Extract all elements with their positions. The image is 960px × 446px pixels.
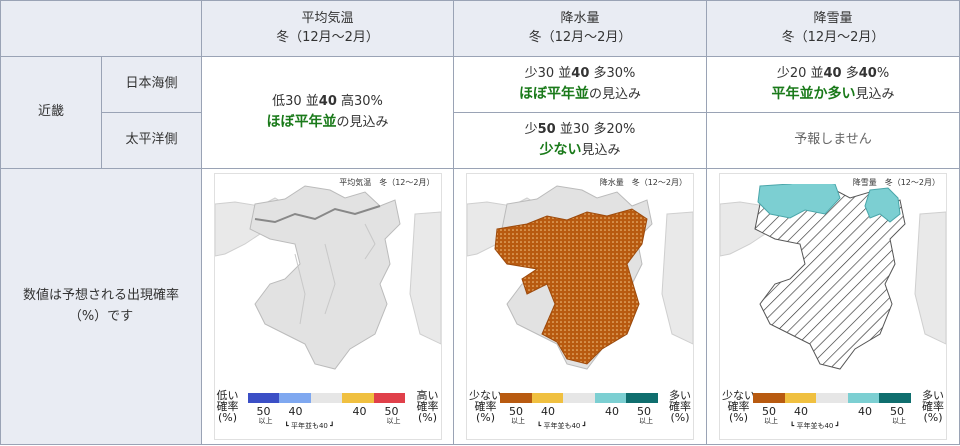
precip-tick-50-high: 50	[637, 405, 651, 418]
temp-swatch-3	[310, 393, 343, 403]
temp-probabilities: 低30 並40 高30%	[272, 93, 383, 109]
temp-verdict: ほぼ平年並の見込み	[266, 113, 389, 130]
snow-map-cell: 降雪量 冬（12〜2月） 少ない 確率 (%)	[706, 168, 960, 445]
temp-map-title: 平均気温 冬（12〜2月）	[339, 178, 435, 187]
precip-legend-high-label: 多い 確率 (%)	[669, 389, 691, 424]
snow-swatch-2	[784, 393, 817, 403]
snow-swatch-3	[816, 393, 848, 403]
precip-pac-forecast: 少50 並30 多20% 少ない見込み	[453, 112, 707, 169]
snow-map-title: 降雪量 冬（12〜2月）	[852, 178, 940, 187]
side-sea-label: 日本海側	[101, 56, 202, 113]
temp-map-cell: 平均気温 冬（12〜2月） 低い 確率 (%)	[201, 168, 454, 445]
precip-map: 降水量 冬（12〜2月） 少ない 確率 (%)	[466, 173, 694, 440]
header-snow-title: 降雪量	[813, 10, 853, 26]
temp-legend: 低い 確率 (%) 高い 確率 (%) 50 40 40 50 以上 以上	[214, 385, 441, 439]
side-pacific-label: 太平洋側	[101, 112, 202, 169]
precip-tick-50-low: 50	[509, 405, 523, 418]
precip-sea-probabilities: 少30 並40 多30%	[524, 65, 636, 81]
snow-legend-high-label: 多い 確率 (%)	[922, 389, 944, 424]
header-precip: 降水量 冬（12月〜2月）	[453, 0, 707, 57]
snow-swatch-1	[753, 393, 785, 403]
precip-tick-40-high: 40	[605, 405, 619, 418]
note-line1: 数値は予想される出現確率	[22, 287, 179, 303]
probability-note: 数値は予想される出現確率 （%）です	[0, 168, 202, 445]
temp-swatch-1	[247, 393, 280, 403]
snow-legend-mid: ┗ 平年並も40 ┛	[790, 422, 840, 430]
temp-tick-50-high: 50	[384, 405, 399, 418]
temp-tick-40-low: 40	[288, 405, 303, 418]
precip-map-cell: 降水量 冬（12〜2月） 少ない 確率 (%)	[453, 168, 707, 445]
temp-swatch-4	[342, 393, 374, 403]
temp-tick-40-high: 40	[352, 405, 367, 418]
precip-swatch-2	[531, 393, 564, 403]
temp-legend-high-label: 高い 確率 (%)	[416, 389, 439, 424]
precip-map-title: 降水量 冬（12〜2月）	[599, 178, 687, 187]
temp-ijou-high: 以上	[386, 417, 401, 425]
snow-tick-50-high: 50	[890, 405, 904, 418]
temp-tick-50-low: 50	[256, 405, 271, 418]
snow-swatch-5	[879, 393, 911, 403]
snow-tick-40-high: 40	[858, 405, 872, 418]
precip-ijou-low: 以上	[511, 417, 525, 425]
temp-map: 平均気温 冬（12〜2月） 低い 確率 (%)	[213, 173, 442, 440]
precip-swatch-5	[626, 393, 658, 403]
precip-tick-40-low: 40	[541, 405, 555, 418]
snow-swatch-4	[847, 393, 880, 403]
temp-legend-bar	[247, 393, 406, 403]
precip-legend-bar	[500, 393, 658, 403]
header-temp-title: 平均気温	[301, 10, 354, 26]
snow-legend-low-label: 少ない 確率 (%)	[722, 389, 755, 424]
header-snow-period: 冬（12月〜2月）	[781, 29, 885, 45]
header-snow: 降雪量 冬（12月〜2月）	[706, 0, 960, 57]
snow-ijou-high: 以上	[892, 417, 906, 425]
temp-swatch-5	[373, 393, 406, 403]
snow-sea-verdict: 平年並か多い見込み	[771, 85, 895, 102]
header-precip-title: 降水量	[560, 10, 600, 26]
precip-pac-verdict: 少ない見込み	[539, 141, 621, 158]
snow-tick-40-low: 40	[794, 405, 808, 418]
precip-pac-probabilities: 少50 並30 多20%	[524, 121, 636, 137]
temp-legend-low-label: 低い 確率 (%)	[216, 389, 239, 424]
snow-sea-forecast: 少20 並40 多40% 平年並か多い見込み	[706, 56, 960, 113]
temp-forecast: 低30 並40 高30% ほぼ平年並の見込み	[201, 56, 454, 169]
precip-ijou-high: 以上	[639, 417, 653, 425]
snow-map: 降雪量 冬（12〜2月） 少ない 確率 (%)	[719, 173, 947, 440]
precip-swatch-3	[563, 393, 595, 403]
temp-map-graphic	[214, 185, 441, 370]
precip-swatch-4	[594, 393, 627, 403]
snow-pac-forecast: 予報しません	[706, 112, 960, 169]
precip-swatch-1	[500, 393, 532, 403]
precip-sea-verdict: ほぼ平年並の見込み	[518, 85, 641, 102]
temp-swatch-2	[279, 393, 311, 403]
precip-sea-forecast: 少30 並40 多30% ほぼ平年並の見込み	[453, 56, 707, 113]
snow-ijou-low: 以上	[764, 417, 778, 425]
temp-legend-mid: ┗ 平年並も40 ┛	[284, 422, 335, 430]
precip-legend: 少ない 確率 (%) 多い 確率 (%) 50 40 40 50 以上 以上	[467, 385, 693, 439]
note-line2: （%）です	[68, 308, 134, 324]
precip-legend-low-label: 少ない 確率 (%)	[469, 389, 502, 424]
header-blank	[0, 0, 202, 57]
snow-sea-probabilities: 少20 並40 多40%	[776, 65, 890, 81]
region-label: 近畿	[0, 56, 102, 169]
precip-map-graphic	[467, 185, 693, 370]
snow-legend-bar	[753, 393, 911, 403]
precip-legend-mid: ┗ 平年並も40 ┛	[537, 422, 587, 430]
header-precip-period: 冬（12月〜2月）	[528, 29, 632, 45]
header-temp-period: 冬（12月〜2月）	[276, 29, 379, 45]
snow-tick-50-low: 50	[762, 405, 776, 418]
snow-legend: 少ない 確率 (%) 多い 確率 (%) 50 40 40 50 以上 以上	[720, 385, 946, 439]
temp-ijou-low: 以上	[258, 417, 273, 425]
snow-map-graphic	[720, 184, 946, 370]
header-temp: 平均気温 冬（12月〜2月）	[201, 0, 454, 57]
